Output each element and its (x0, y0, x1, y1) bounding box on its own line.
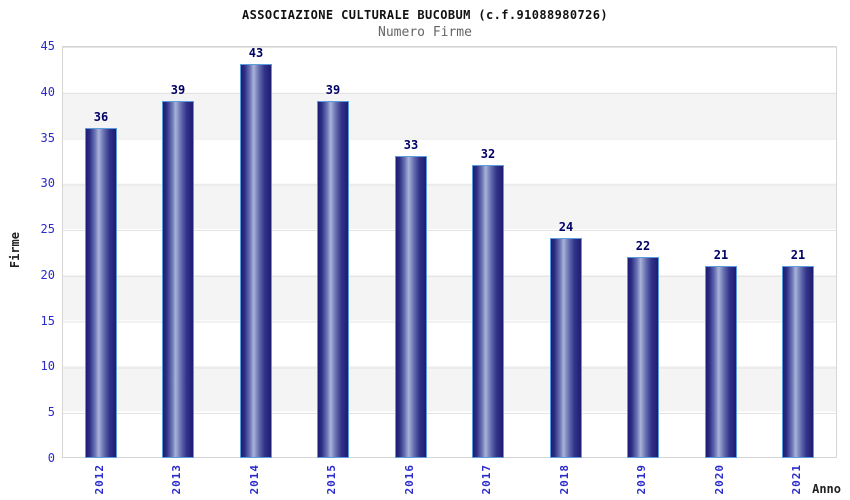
x-axis-label: Anno (812, 482, 841, 496)
y-axis-tick-label: 25 (40, 222, 55, 237)
bar-2012 (85, 128, 117, 458)
bar-2019 (627, 257, 659, 458)
y-axis-tick-label: 20 (40, 267, 55, 282)
bar-value-label: 39 (170, 83, 186, 97)
y-axis-tick-label: 40 (40, 84, 55, 99)
x-axis-tick-label: 2012 (93, 464, 106, 495)
bar-2016 (395, 156, 427, 458)
x-axis-tick-label: 2016 (403, 464, 416, 495)
bar-value-label: 36 (93, 110, 109, 124)
bar-2017 (472, 165, 504, 458)
y-axis-tick-label: 45 (40, 39, 55, 53)
bar-2014 (240, 64, 272, 458)
x-axis-tick-label: 2020 (713, 464, 726, 495)
bar-2015 (317, 101, 349, 458)
y-axis-tick-label: 10 (40, 359, 55, 374)
bar-value-label: 24 (558, 220, 574, 234)
x-axis-tick-label: 2015 (325, 464, 338, 495)
bar-value-label: 43 (248, 46, 264, 60)
bar-2013 (162, 101, 194, 458)
bar-value-label: 22 (635, 239, 651, 253)
y-axis-tick-label: 30 (40, 176, 55, 191)
bar-2020 (705, 266, 737, 458)
bar-value-label: 32 (480, 147, 496, 161)
bar-2021 (782, 266, 814, 458)
x-axis-tick-label: 2021 (790, 464, 803, 495)
x-axis-tick-label: 2013 (170, 464, 183, 495)
bar-value-label: 21 (713, 248, 729, 262)
x-axis-tick-label: 2019 (635, 464, 648, 495)
y-axis-tick-label: 15 (40, 313, 55, 328)
y-axis-tick-label: 0 (47, 451, 55, 465)
bar-value-label: 39 (325, 83, 341, 97)
bar-value-label: 33 (403, 138, 419, 152)
chart-subtitle: Numero Firme (378, 25, 472, 40)
y-axis-tick-label: 35 (40, 130, 55, 145)
x-axis-tick-label: 2017 (480, 464, 493, 495)
bar-2018 (550, 238, 582, 458)
bar-value-label: 21 (790, 248, 806, 262)
x-axis-tick-label: 2014 (248, 464, 261, 495)
chart-title: ASSOCIAZIONE CULTURALE BUCOBUM (c.f.9108… (242, 8, 608, 22)
x-axis-tick-label: 2018 (558, 464, 571, 495)
y-axis-tick-label: 5 (47, 405, 55, 420)
y-axis-label: Firme (8, 232, 22, 269)
